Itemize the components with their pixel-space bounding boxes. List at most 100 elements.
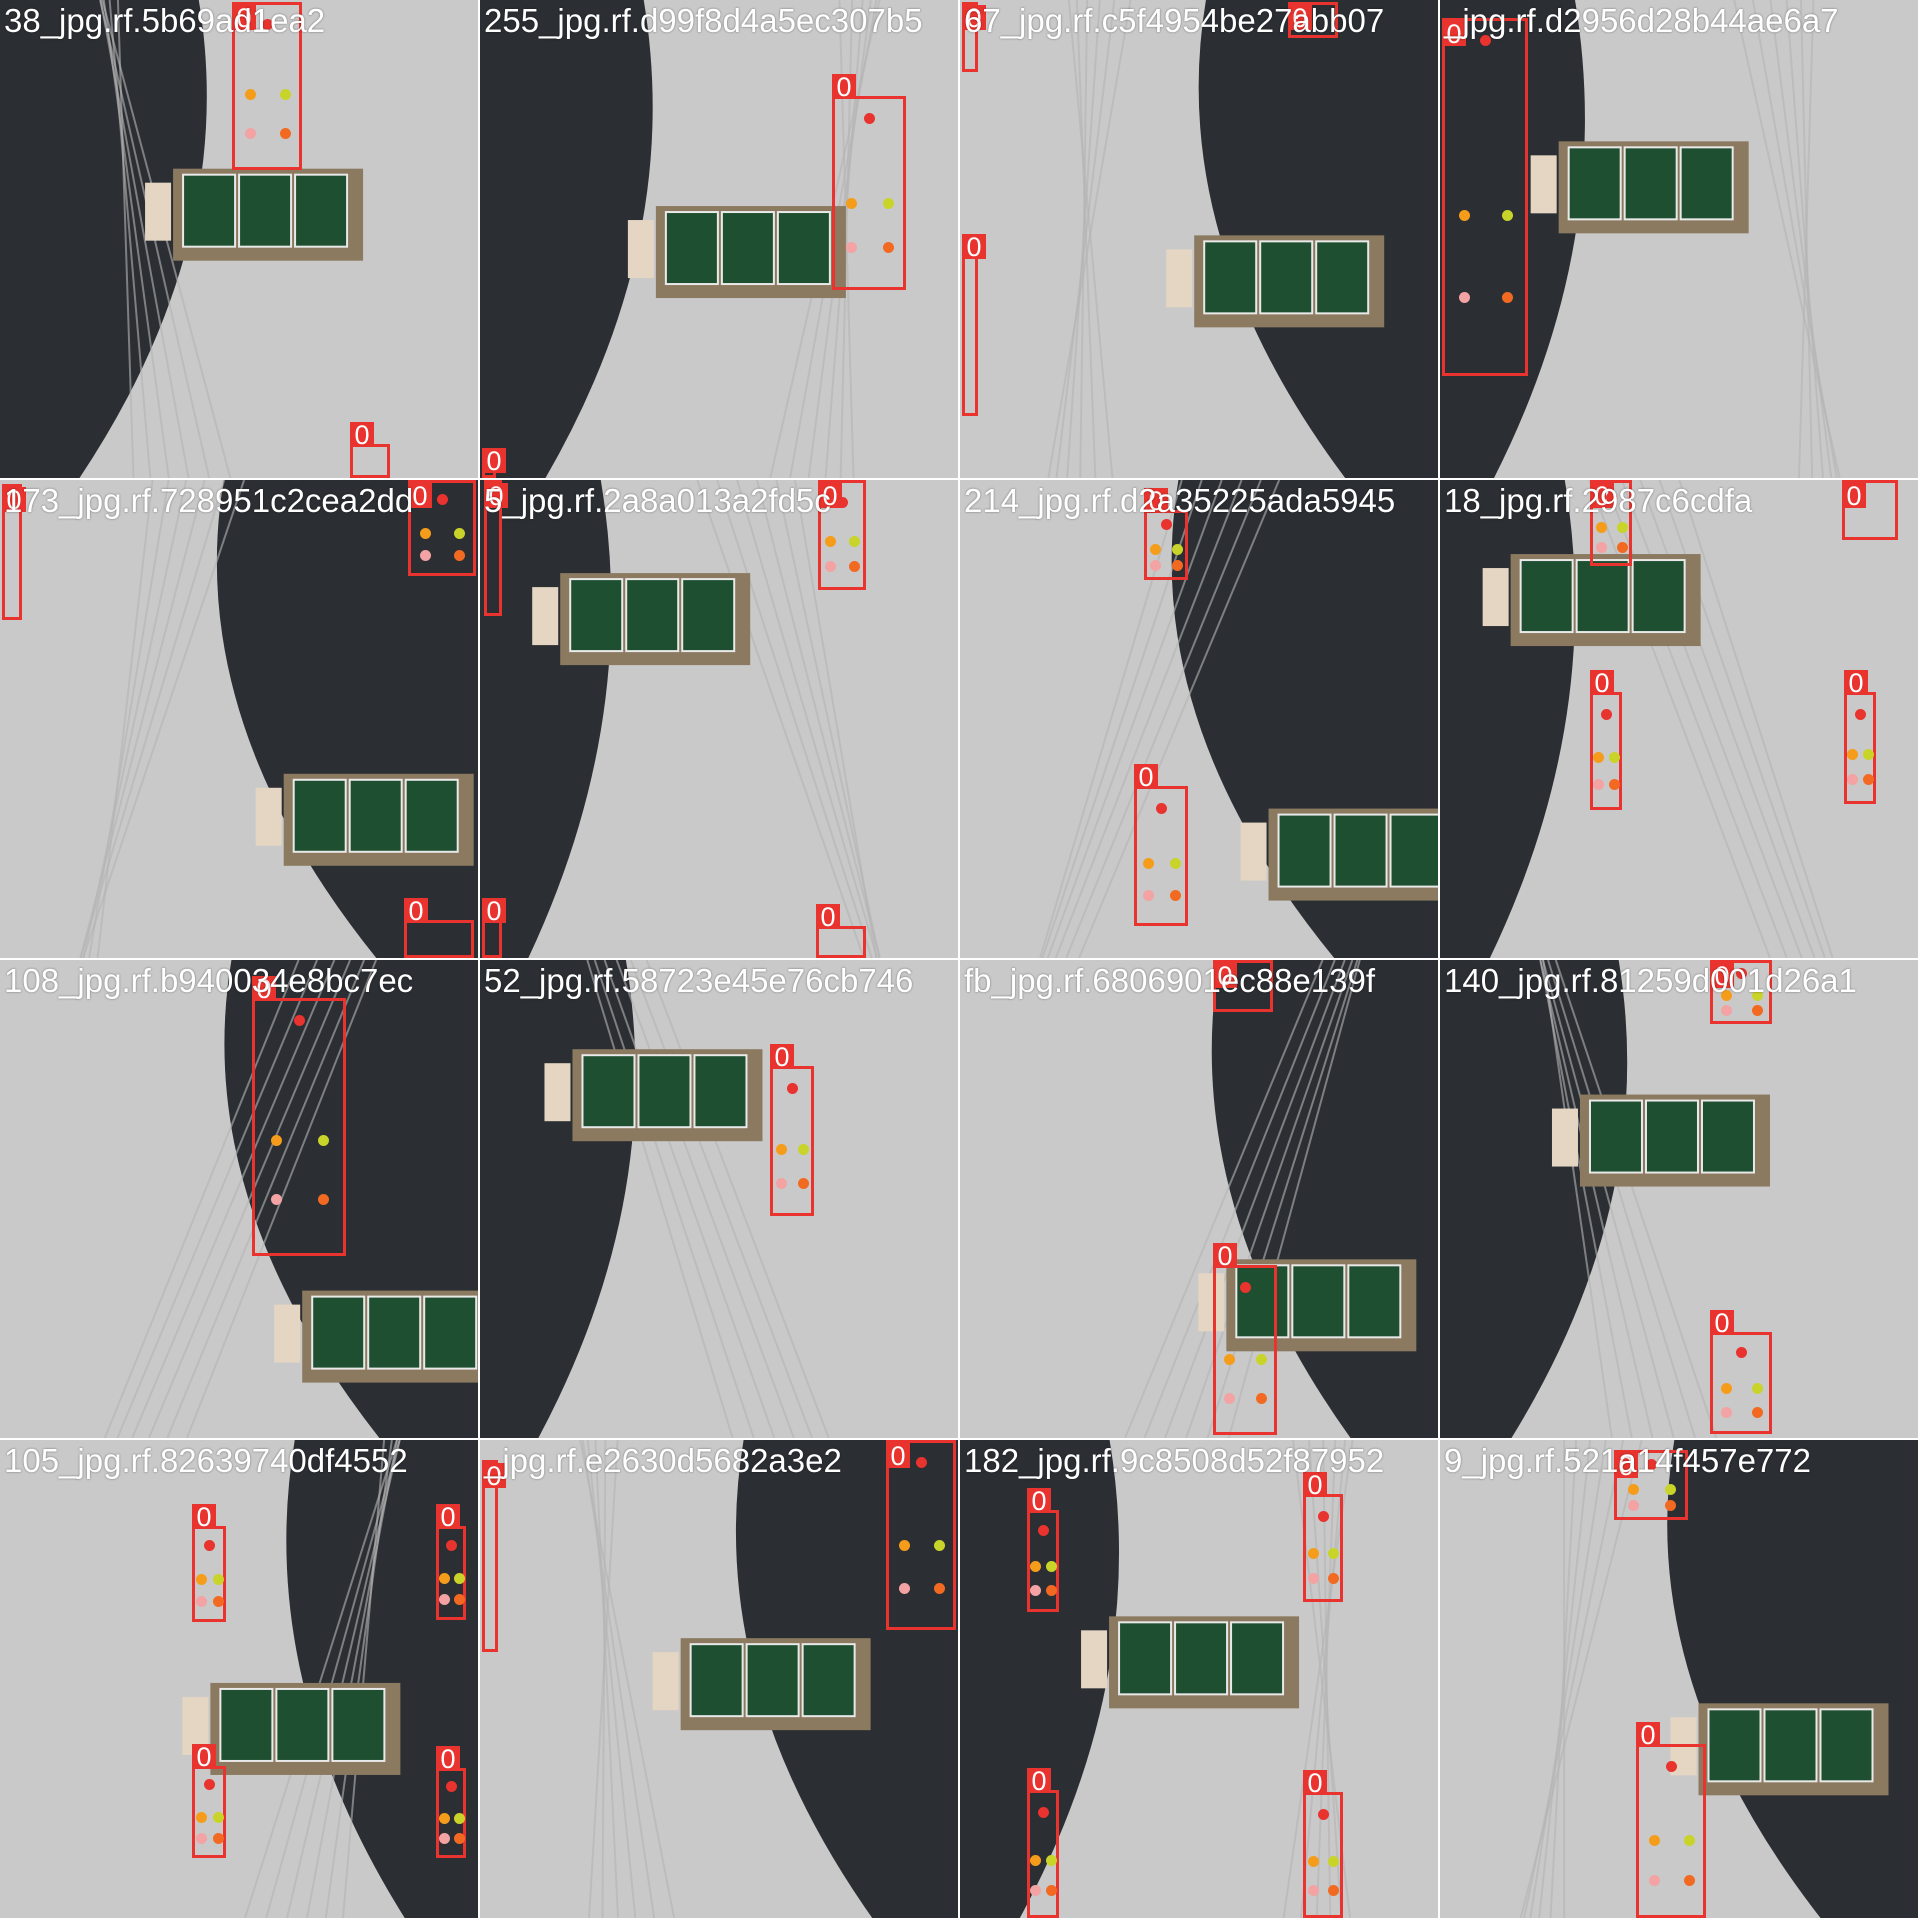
class-label-tag: 0 — [192, 1504, 216, 1531]
keypoint-marker — [438, 1812, 450, 1824]
keypoint-marker — [1736, 967, 1747, 979]
cargo-container — [625, 578, 680, 653]
tile-filename: _jpg.rf.e2630d5682a3e2 — [484, 1442, 842, 1479]
tile-filename: 182_jpg.rf.9c8508d52f87952 — [964, 1442, 1385, 1479]
truck-cab — [1482, 568, 1509, 627]
detection-box: 0 — [1842, 480, 1898, 540]
keypoint-marker — [1256, 1392, 1267, 1404]
keypoint-marker — [454, 527, 465, 539]
keypoint-marker — [1751, 990, 1763, 1002]
keypoint-marker — [1156, 803, 1167, 814]
mosaic-tile: 0 0 0 0 182_jpg.rf.9c8508d52f87952 — [960, 1440, 1438, 1918]
keypoint-marker — [1038, 1807, 1049, 1818]
mosaic-tile: 0 0 214_jpg.rf.d2a35225ada5945 — [960, 480, 1438, 958]
keypoint-marker — [446, 1781, 457, 1792]
keypoint-marker — [798, 1178, 809, 1189]
keypoint-marker — [1458, 292, 1470, 304]
detection-box: 0 — [1844, 670, 1876, 804]
cargo-container — [331, 1687, 386, 1762]
keypoint-marker — [933, 1539, 945, 1551]
detection-box: 0 — [252, 976, 346, 1256]
cargo-container — [693, 1054, 748, 1129]
mosaic-tile: 0 108_jpg.rf.b940034e8bc7ec — [0, 960, 478, 1438]
water-region — [1440, 0, 1585, 478]
keypoint-marker — [1030, 1884, 1041, 1896]
truck-cab — [1198, 1273, 1225, 1332]
mosaic-tile: 0 0 0 173_jpg.rf.728951c2cea2dd — [0, 480, 478, 958]
cargo-container — [681, 578, 736, 653]
cargo-container — [1333, 813, 1388, 888]
cargo-container — [311, 1295, 366, 1370]
keypoint-marker — [916, 1457, 927, 1468]
tile-filename: 140_jpg.rf.81259d001d26a1 — [1444, 962, 1857, 999]
scene-image — [0, 960, 478, 1438]
water-region — [480, 0, 653, 478]
keypoint-marker — [1318, 1809, 1329, 1820]
truck-cab — [274, 1304, 301, 1363]
keypoint-marker — [317, 1134, 329, 1146]
keypoint-marker — [1224, 1353, 1235, 1365]
keypoint-marker — [1855, 709, 1866, 720]
detection-box: 0 — [962, 2, 986, 72]
cargo-container — [1763, 1708, 1818, 1783]
keypoint-marker — [1458, 209, 1470, 221]
keypoint-marker — [453, 1594, 465, 1606]
keypoint-marker — [1751, 1406, 1763, 1418]
cargo-container — [182, 173, 237, 248]
cargo-container — [1644, 1099, 1699, 1174]
keypoint-marker — [195, 1595, 207, 1607]
water-region — [960, 1440, 1120, 1918]
detection-box: 0 — [1636, 1722, 1706, 1918]
cargo-container — [1389, 813, 1438, 888]
truck-cab — [1240, 822, 1267, 881]
truck-cab — [145, 182, 172, 241]
scene-image — [1440, 480, 1918, 958]
keypoint-marker — [1150, 559, 1161, 571]
keypoint-marker — [453, 1812, 465, 1824]
detection-box: 0 — [1213, 960, 1273, 1012]
keypoint-marker — [1480, 35, 1491, 46]
cargo-container — [275, 1687, 330, 1762]
detection-box: 0 — [1144, 488, 1188, 580]
keypoint-marker — [1863, 748, 1874, 760]
keypoint-marker — [787, 1083, 798, 1094]
detection-box: 0 — [192, 1744, 226, 1858]
keypoint-marker — [1720, 990, 1732, 1002]
keypoint-marker — [204, 1540, 215, 1552]
detection-box: 0 — [1027, 1768, 1059, 1918]
keypoint-marker — [898, 1539, 910, 1551]
keypoint-marker — [195, 1832, 207, 1844]
keypoint-marker — [1328, 1548, 1339, 1560]
keypoint-marker — [212, 1832, 224, 1844]
keypoint-marker — [1609, 751, 1620, 763]
class-label-tag: 0 — [1442, 21, 1466, 48]
detection-box: 0 — [484, 480, 508, 616]
detection-box: 0 — [832, 74, 906, 290]
cargo-container — [404, 778, 459, 853]
keypoint-marker — [849, 535, 860, 547]
keypoint-marker — [849, 560, 860, 572]
keypoint-marker — [864, 113, 875, 124]
mosaic-tile: 0 0 fb_jpg.rf.6806901ec88e139f — [960, 960, 1438, 1438]
class-label-tag: 0 — [1614, 1453, 1638, 1480]
class-label-tag: 0 — [232, 5, 256, 32]
detection-box: 0 — [192, 1504, 226, 1622]
keypoint-marker — [1847, 748, 1858, 760]
detection-box: 0 — [350, 422, 390, 478]
class-label-tag: 0 — [404, 898, 428, 925]
tile-filename: 18_jpg.rf.2987c6cdfa — [1444, 482, 1753, 519]
detection-box: 0 — [1027, 1488, 1059, 1612]
keypoint-marker — [1646, 1459, 1657, 1470]
truck-cab — [627, 220, 654, 279]
keypoint-marker — [1328, 1856, 1339, 1868]
detection-box: 0 — [818, 480, 866, 590]
tile-filename: 214_jpg.rf.d2a35225ada5945 — [964, 482, 1396, 519]
class-label-tag: 0 — [192, 1744, 216, 1771]
class-label-tag: 0 — [770, 1044, 794, 1071]
keypoint-marker — [1616, 542, 1628, 554]
cargo-container — [367, 1295, 422, 1370]
mosaic-tile: 0 0 _jpg.rf.e2630d5682a3e2 — [480, 1440, 958, 1918]
tile-filename: fb_jpg.rf.6806901ec88e139f — [964, 962, 1376, 999]
keypoint-marker — [1593, 779, 1604, 791]
cargo-container — [294, 173, 349, 248]
